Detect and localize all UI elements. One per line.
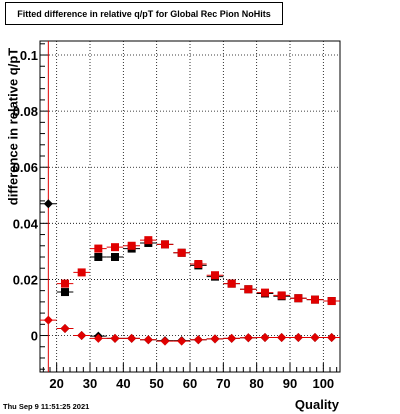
data-point-square (161, 240, 169, 249)
data-point-square (77, 268, 86, 277)
data-point-square (94, 252, 103, 261)
data-point-square (277, 291, 286, 300)
data-point-diamond (310, 332, 320, 342)
data-point-diamond (243, 333, 253, 343)
data-point-diamond (60, 324, 70, 334)
data-point-square (261, 288, 269, 297)
data-point-square (244, 285, 253, 294)
x-tick-label: 60 (183, 376, 197, 391)
data-point-diamond (260, 332, 270, 342)
data-point-diamond (227, 333, 237, 343)
y-tick-label: 0.02 (13, 272, 38, 287)
data-point-diamond (327, 332, 337, 342)
data-point-diamond (277, 332, 287, 342)
data-point-square (311, 295, 319, 304)
data-point-square (211, 271, 219, 280)
data-point-square (111, 252, 119, 261)
data-point-square (177, 248, 186, 257)
data-point-diamond (43, 199, 53, 209)
y-axis-label: difference in relative q/pT (5, 47, 21, 205)
x-tick-label: 90 (283, 376, 297, 391)
y-tick-label: 0.06 (13, 160, 38, 175)
data-point-diamond (193, 335, 203, 345)
x-tick-label: 20 (49, 376, 63, 391)
data-point-square (194, 260, 203, 269)
data-point-square (327, 297, 336, 306)
data-point-diamond (110, 333, 120, 343)
data-point-diamond (93, 333, 103, 343)
y-tick-label: 0.04 (13, 216, 39, 231)
data-point-diamond (143, 335, 153, 345)
x-tick-label: 40 (116, 376, 130, 391)
data-point-diamond (77, 331, 87, 341)
data-point-square (227, 279, 236, 288)
data-point-square (127, 241, 136, 250)
y-tick-label: 0.1 (20, 48, 38, 63)
data-point-square (61, 288, 69, 297)
data-point-square (144, 236, 153, 245)
x-tick-label: 70 (216, 376, 230, 391)
data-point-square (61, 279, 69, 288)
data-point-diamond (177, 336, 187, 346)
timestamp-footer: Thu Sep 9 11:51:25 2021 (3, 402, 90, 411)
data-point-diamond (210, 334, 220, 344)
data-point-diamond (127, 333, 137, 343)
data-points (40, 199, 340, 346)
x-tick-label: 30 (83, 376, 97, 391)
data-point-diamond (293, 332, 303, 342)
data-point-diamond (43, 315, 53, 325)
data-point-diamond (160, 336, 170, 346)
x-tick-label: 50 (149, 376, 163, 391)
chart-title: Fitted difference in relative q/pT for G… (5, 2, 283, 25)
data-point-square (111, 243, 119, 252)
grid-lines (40, 41, 340, 372)
x-tick-label: 100 (312, 376, 334, 391)
data-point-square (294, 294, 303, 303)
y-tick-label: 0 (31, 329, 38, 344)
x-axis-label: Quality (294, 397, 339, 412)
data-point-square (94, 244, 103, 253)
y-tick-label: 0.08 (13, 104, 38, 119)
x-tick-label: 80 (249, 376, 263, 391)
tick-labels: 20 30 40 50 60 70 80 90 100 0 0.02 0.04 0.06 0.08 0.1 (13, 48, 334, 391)
